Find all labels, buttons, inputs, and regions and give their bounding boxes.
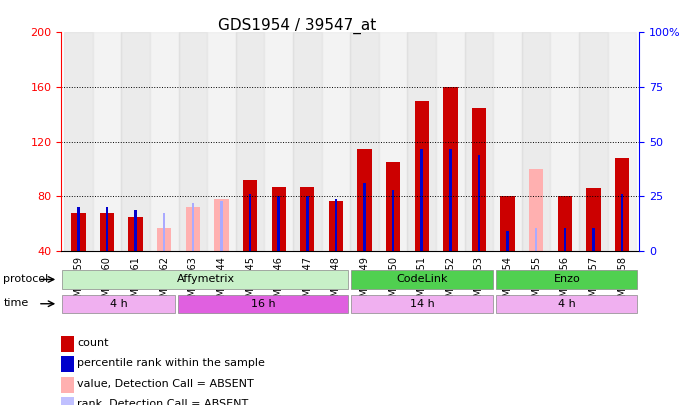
Bar	[415, 101, 429, 251]
Bar	[62, 271, 348, 288]
Bar	[586, 188, 600, 251]
Bar	[358, 149, 372, 251]
Bar	[615, 158, 629, 251]
Bar	[621, 194, 624, 251]
Bar	[236, 32, 265, 251]
Bar	[150, 32, 179, 251]
Bar	[71, 213, 86, 251]
Bar	[121, 32, 150, 251]
Bar	[529, 169, 543, 251]
Text: Affymetrix: Affymetrix	[177, 275, 235, 284]
Bar	[496, 271, 637, 288]
Bar	[472, 108, 486, 251]
Bar	[62, 295, 175, 313]
Bar	[265, 32, 293, 251]
Text: GDS1954 / 39547_at: GDS1954 / 39547_at	[218, 18, 376, 34]
Bar	[551, 32, 579, 251]
Bar	[64, 32, 92, 251]
Bar	[407, 32, 436, 251]
Bar	[61, 336, 74, 352]
Bar	[507, 230, 509, 251]
Bar	[249, 194, 252, 251]
Bar	[61, 397, 74, 405]
Bar	[608, 32, 636, 251]
Bar	[443, 87, 458, 251]
Bar	[392, 190, 394, 251]
Bar	[300, 187, 314, 251]
Bar	[477, 156, 480, 251]
Bar	[579, 32, 608, 251]
Bar	[293, 32, 322, 251]
Bar	[558, 196, 572, 251]
Bar	[592, 228, 595, 251]
Bar	[163, 213, 165, 251]
Bar	[277, 196, 280, 251]
Bar	[351, 271, 493, 288]
Bar	[61, 377, 74, 392]
Text: value, Detection Call = ABSENT: value, Detection Call = ABSENT	[78, 379, 254, 389]
Text: Enzo: Enzo	[554, 275, 580, 284]
Bar	[179, 32, 207, 251]
Bar	[386, 162, 401, 251]
Bar	[157, 228, 171, 251]
Bar	[522, 32, 551, 251]
Bar	[322, 32, 350, 251]
Text: 4 h: 4 h	[110, 299, 128, 309]
Bar	[100, 213, 114, 251]
Text: rank, Detection Call = ABSENT: rank, Detection Call = ABSENT	[78, 399, 249, 405]
Bar	[92, 32, 121, 251]
Bar	[186, 207, 200, 251]
Bar	[449, 149, 452, 251]
Text: percentile rank within the sample: percentile rank within the sample	[78, 358, 265, 369]
Bar	[420, 149, 423, 251]
Text: 4 h: 4 h	[558, 299, 576, 309]
Bar	[379, 32, 407, 251]
Bar	[535, 228, 537, 251]
Text: count: count	[78, 338, 109, 348]
Text: 14 h: 14 h	[410, 299, 435, 309]
Text: 16 h: 16 h	[251, 299, 276, 309]
Bar	[177, 295, 348, 313]
Bar	[61, 356, 74, 372]
Bar	[192, 203, 194, 251]
Bar	[351, 295, 493, 313]
Text: CodeLink: CodeLink	[396, 275, 448, 284]
Bar	[129, 217, 143, 251]
Bar	[220, 200, 223, 251]
Bar	[77, 207, 80, 251]
Bar	[214, 199, 228, 251]
Bar	[306, 196, 309, 251]
Bar	[105, 207, 108, 251]
Bar	[335, 199, 337, 251]
Bar	[363, 183, 366, 251]
Bar	[271, 187, 286, 251]
Text: protocol: protocol	[3, 274, 49, 284]
Bar	[350, 32, 379, 251]
Bar	[243, 180, 257, 251]
Text: time: time	[3, 298, 29, 308]
Bar	[493, 32, 522, 251]
Bar	[496, 295, 637, 313]
Bar	[464, 32, 493, 251]
Bar	[436, 32, 464, 251]
Bar	[135, 210, 137, 251]
Bar	[564, 228, 566, 251]
Bar	[500, 196, 515, 251]
Bar	[207, 32, 236, 251]
Bar	[328, 200, 343, 251]
